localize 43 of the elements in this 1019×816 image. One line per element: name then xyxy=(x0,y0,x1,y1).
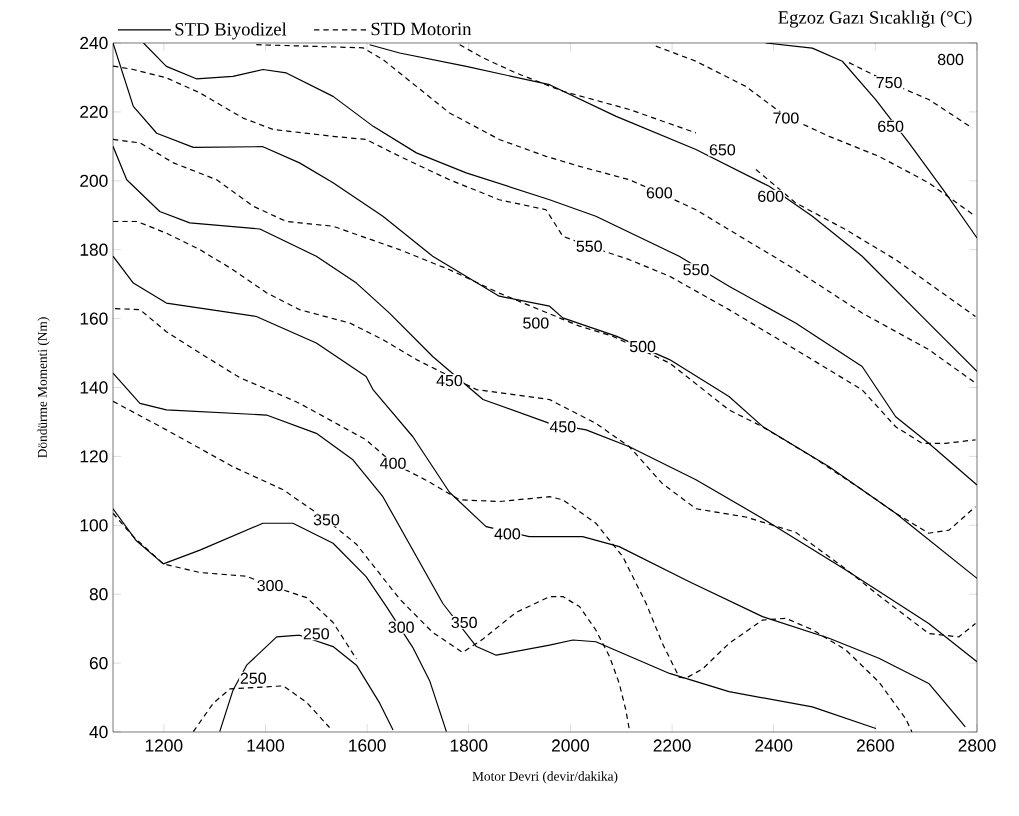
annotation: 500 xyxy=(629,340,656,353)
annotation: 450 xyxy=(436,374,463,387)
annotation: 700 xyxy=(773,112,799,124)
annotation: 450 xyxy=(549,421,576,433)
annotation: 400 xyxy=(494,528,521,540)
legend-label: STD Motorin xyxy=(371,22,472,36)
y-tick-label: 200 xyxy=(80,174,108,187)
y-tick-label: 100 xyxy=(80,519,108,532)
annotation: 600 xyxy=(758,190,784,202)
y-tick-label: 40 xyxy=(89,725,108,739)
annotation: 400 xyxy=(380,457,406,469)
y-tick-label: 240 xyxy=(80,36,108,50)
annotation: 800 xyxy=(937,53,964,66)
x-tick-label: 2400 xyxy=(755,739,793,752)
x-tick-label: 1400 xyxy=(247,739,285,752)
legend-label: STD Biyodizel xyxy=(175,22,287,40)
x-axis-title: Motor Devri (devir/dakika) xyxy=(472,771,618,784)
x-tick-label: 2600 xyxy=(856,739,894,752)
y-tick-label: 80 xyxy=(89,588,108,601)
annotation: 350 xyxy=(451,616,477,629)
annotation: 750 xyxy=(876,76,902,89)
y-axis-title: Döndürme Momenti (Nm) xyxy=(37,317,50,458)
y-tick-label: 120 xyxy=(80,450,108,463)
annotation: 300 xyxy=(388,621,414,633)
y-tick-label: 160 xyxy=(80,312,108,325)
annotation: 250 xyxy=(303,628,330,640)
annotation: 550 xyxy=(683,264,709,276)
y-tick-label: 220 xyxy=(80,105,108,119)
annotation: 500 xyxy=(523,317,549,329)
annotation: 350 xyxy=(313,514,340,526)
annotation: 250 xyxy=(240,672,266,684)
x-tick-label: 2800 xyxy=(958,739,996,752)
x-tick-label: 2000 xyxy=(552,739,590,752)
y-tick-label: 60 xyxy=(89,656,108,670)
annotation: 650 xyxy=(878,120,904,133)
x-tick-label: 1200 xyxy=(145,739,183,752)
chart-title: Egzoz Gazı Sıcaklığı (°C) xyxy=(778,10,972,28)
x-tick-label: 1600 xyxy=(349,739,386,752)
x-tick-label: 1800 xyxy=(450,739,488,752)
y-tick-label: 180 xyxy=(80,243,108,256)
y-tick-label: 140 xyxy=(80,381,108,394)
annotation: 650 xyxy=(709,144,736,156)
x-tick-label: 2200 xyxy=(653,739,691,752)
